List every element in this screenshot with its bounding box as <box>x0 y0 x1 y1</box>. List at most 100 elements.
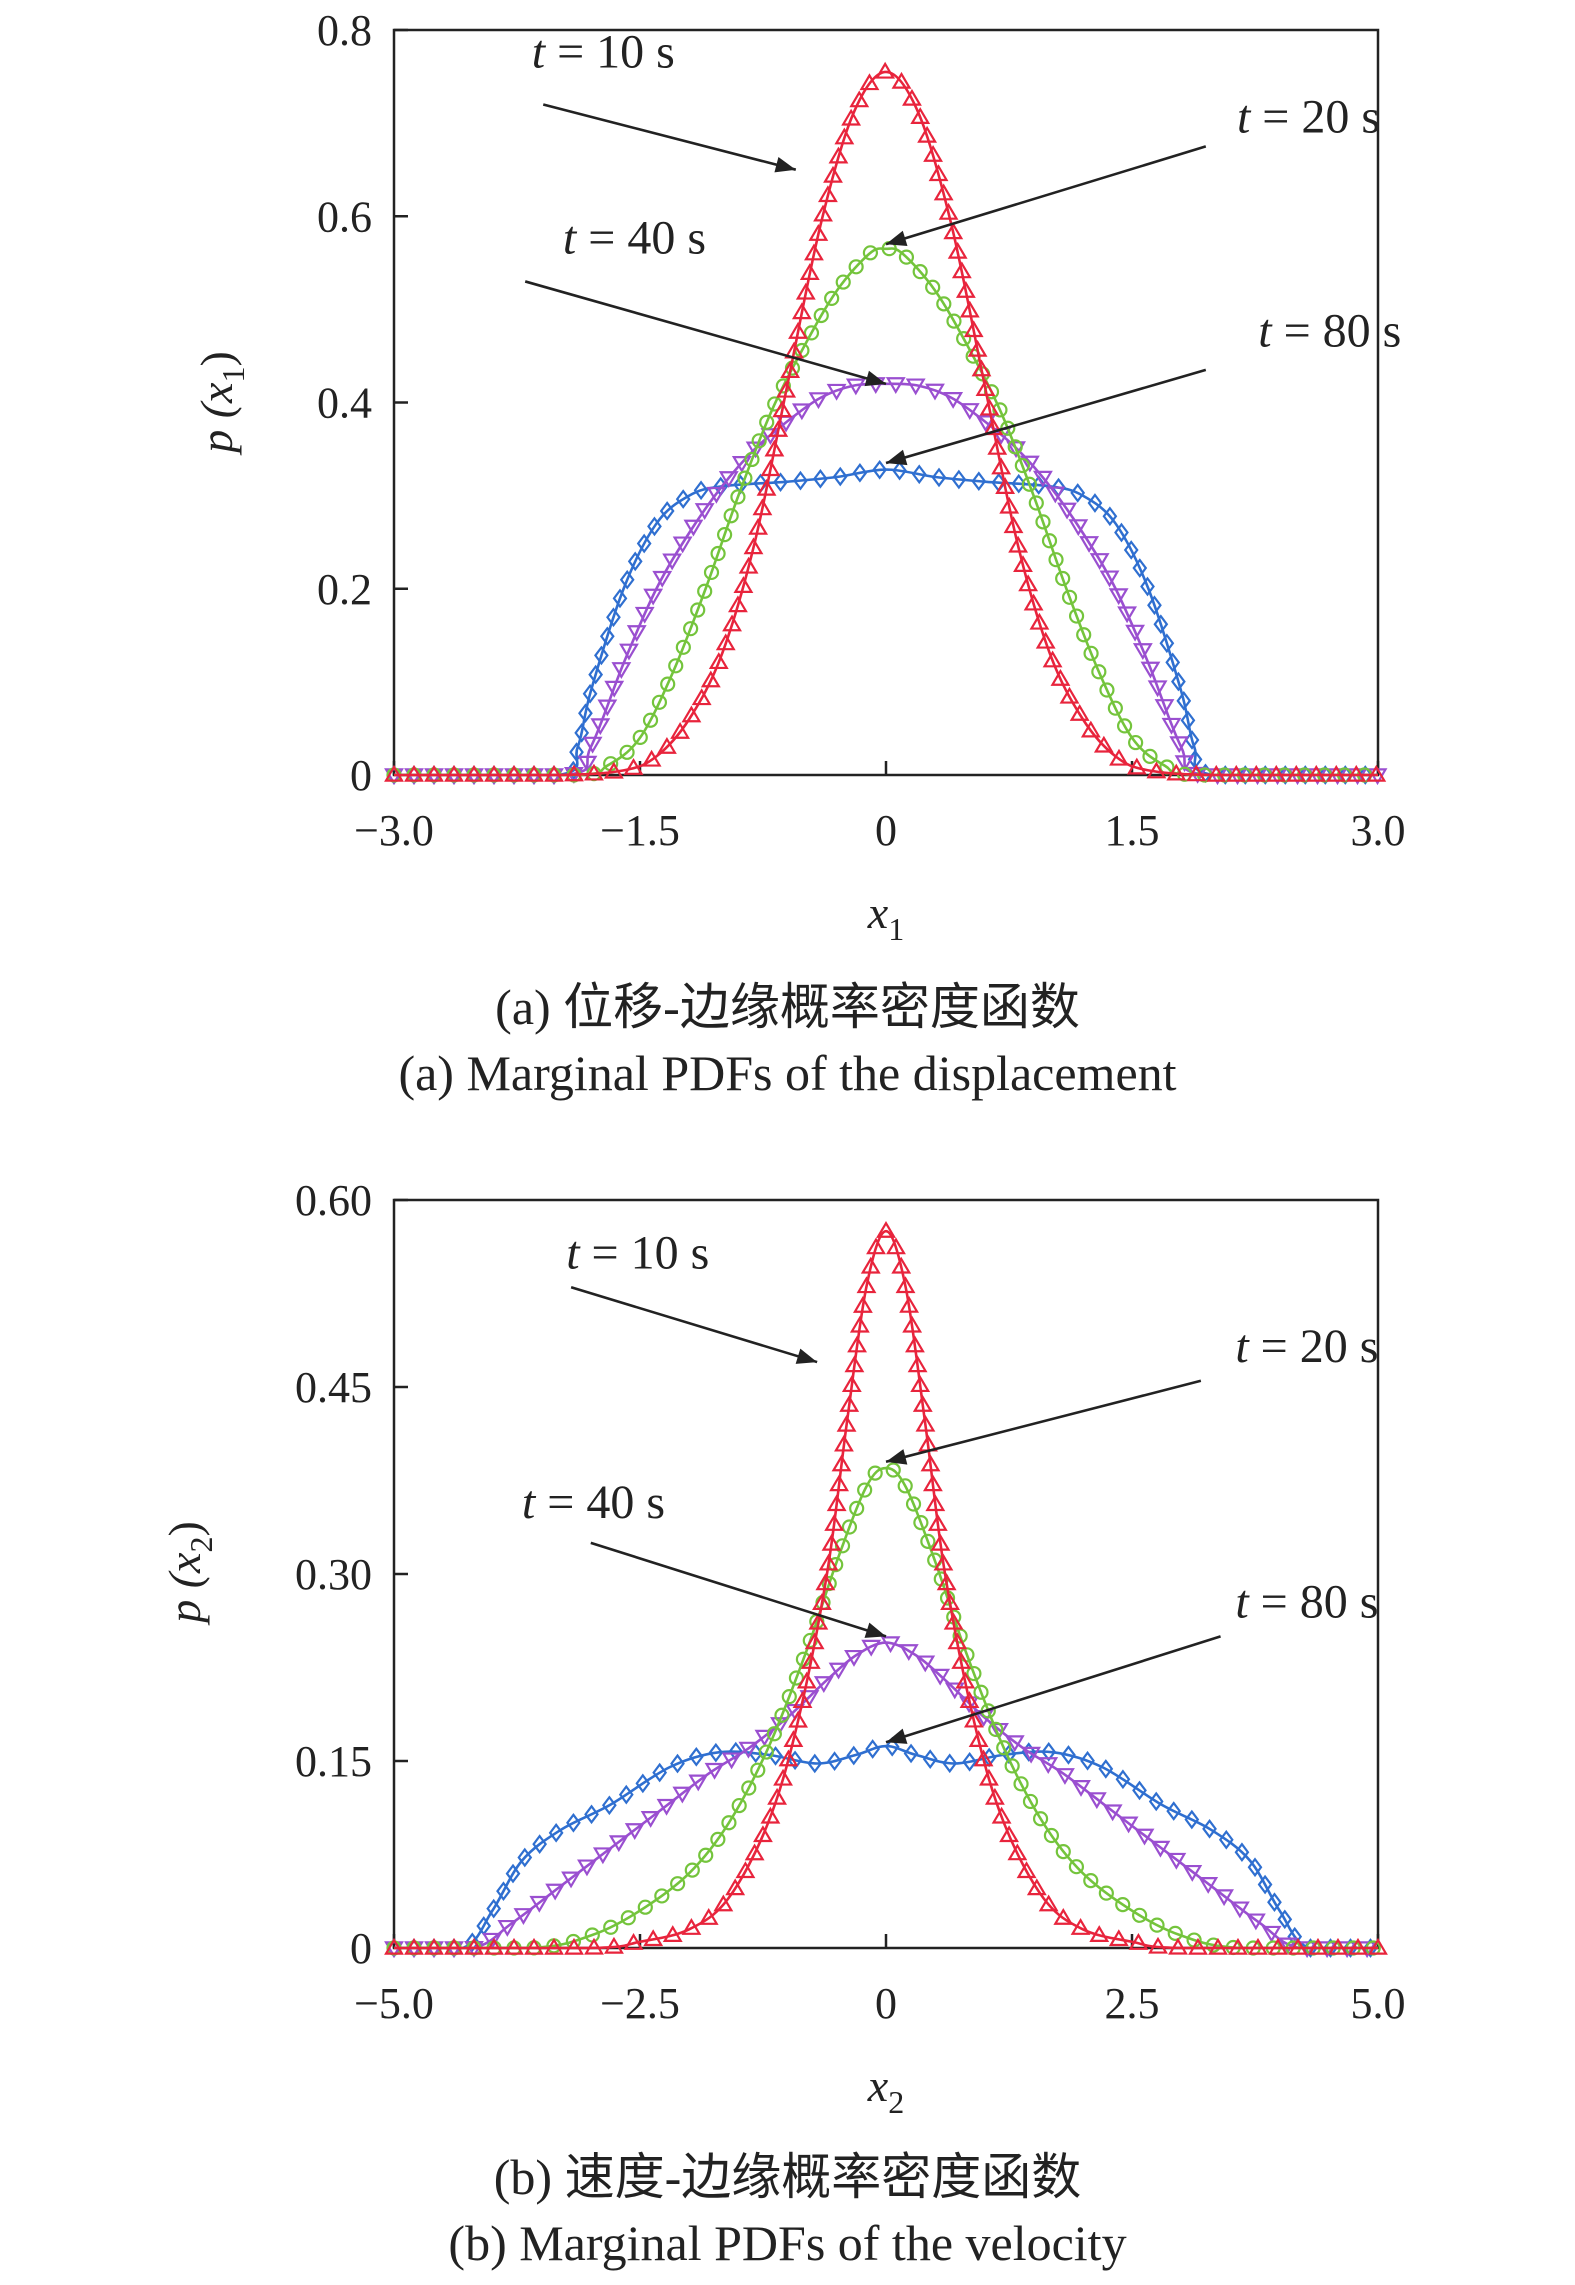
marker-t10 <box>984 1787 1005 1805</box>
series-t80 <box>386 459 1378 785</box>
marker-t10 <box>404 764 424 782</box>
marker-t10 <box>995 477 1016 494</box>
marker-t20 <box>885 1462 901 1478</box>
marker-t10 <box>991 1806 1012 1824</box>
marker-t40 <box>640 1811 661 1828</box>
marker-t40 <box>1132 643 1153 661</box>
marker-t20 <box>1132 1907 1148 1923</box>
caption-en-velocity: (b) Marginal PDFs of the velocity <box>448 2215 1127 2271</box>
marker-t20 <box>1099 682 1115 698</box>
marker-t10 <box>891 71 912 89</box>
marker-t20 <box>898 249 915 265</box>
marker-t20 <box>632 729 648 745</box>
marker-t40 <box>1134 1828 1155 1846</box>
marker-t20 <box>1115 1897 1131 1913</box>
marker-t10 <box>876 1220 896 1238</box>
marker-t20 <box>857 1482 873 1498</box>
marker-t10 <box>912 1394 933 1412</box>
marker-t10 <box>1308 1937 1328 1955</box>
marker-t10 <box>764 439 785 457</box>
marker-t10 <box>999 1825 1019 1843</box>
marker-t80 <box>635 1773 651 1794</box>
marker-t20 <box>758 1744 774 1760</box>
marker-t20 <box>912 264 928 280</box>
marker-t40 <box>930 1668 951 1686</box>
marker-t40 <box>1079 536 1100 553</box>
marker-t40 <box>745 441 766 459</box>
marker-t40 <box>592 1847 613 1865</box>
marker-t10 <box>963 320 984 338</box>
marker-t10 <box>1050 668 1071 686</box>
marker-t80 <box>464 1932 480 1953</box>
marker-t10 <box>933 183 954 201</box>
marker-t20 <box>774 1707 790 1723</box>
marker-t20 <box>750 1762 766 1778</box>
marker-t40 <box>626 625 647 643</box>
marker-t80 <box>578 703 593 724</box>
marker-t80 <box>1132 558 1148 578</box>
series-t10 <box>384 1220 1388 1955</box>
marker-t80 <box>942 1753 958 1774</box>
x-tick-label: 0 <box>875 806 897 855</box>
y-tick-label: 0.2 <box>317 565 372 614</box>
marker-t10 <box>670 721 691 739</box>
marker-t10 <box>738 556 759 574</box>
marker-t20 <box>654 1888 670 1904</box>
marker-t10 <box>1128 1933 1149 1950</box>
marker-t10 <box>776 380 797 398</box>
marker-t10 <box>1208 1937 1228 1955</box>
marker-t80 <box>827 1751 842 1771</box>
marker-t80 <box>903 1743 919 1764</box>
marker-t20 <box>813 307 829 324</box>
marker-t40 <box>1068 519 1089 537</box>
marker-t20 <box>710 545 726 562</box>
marker-t10 <box>792 1691 813 1709</box>
marker-t80 <box>675 489 691 509</box>
marker-t20 <box>1014 457 1030 474</box>
marker-t10 <box>752 498 773 516</box>
marker-t80 <box>659 501 675 521</box>
marker-t40 <box>845 378 866 396</box>
marker-t10 <box>1053 1908 1074 1925</box>
marker-t10 <box>829 1474 850 1492</box>
marker-t80 <box>892 460 907 481</box>
marker-t20 <box>1098 1885 1114 1901</box>
marker-t10 <box>910 107 931 124</box>
marker-t10 <box>902 88 922 106</box>
marker-t10 <box>424 764 444 782</box>
marker-t40 <box>1245 1913 1266 1931</box>
marker-t80 <box>569 742 584 762</box>
marker-t80 <box>618 1784 634 1805</box>
marker-t40 <box>915 1655 936 1673</box>
marker-t80 <box>872 459 888 480</box>
y-tick-label: 0.45 <box>295 1363 372 1412</box>
marker-t80 <box>1176 690 1192 711</box>
marker-t40 <box>1169 736 1190 754</box>
marker-t20 <box>683 621 699 637</box>
marker-t10 <box>813 204 833 222</box>
marker-t40 <box>1125 624 1145 642</box>
marker-t10 <box>983 418 1004 436</box>
marker-t10 <box>1306 764 1327 782</box>
marker-t80 <box>584 1804 599 1825</box>
marker-t10 <box>713 1894 734 1912</box>
y-axis-title: p (x2) <box>159 1521 219 1626</box>
marker-t10 <box>796 1671 817 1689</box>
annotation-t80: t = 80 s <box>885 305 1401 466</box>
marker-t20 <box>766 1726 782 1742</box>
marker-t80 <box>951 469 967 490</box>
annotation-arrow-t40 <box>590 1541 887 1638</box>
marker-t10 <box>1166 763 1187 781</box>
marker-t80 <box>1098 1759 1114 1779</box>
marker-t10 <box>826 1494 847 1512</box>
panel-velocity: −5.0 −2.5 0 2.5 5.0 0 0.15 0.30 0.45 0.60 x2 p (x2)… <box>0 1170 1575 2285</box>
marker-t80 <box>1166 1801 1182 1821</box>
marker-t40 <box>844 1649 864 1667</box>
marker-t10 <box>817 185 838 203</box>
marker-t40 <box>721 1752 742 1770</box>
marker-t80 <box>1115 1769 1131 1790</box>
marker-t10 <box>708 652 729 670</box>
marker-t20 <box>788 1670 805 1686</box>
marker-t80 <box>832 466 848 487</box>
marker-t20 <box>1032 1811 1049 1827</box>
